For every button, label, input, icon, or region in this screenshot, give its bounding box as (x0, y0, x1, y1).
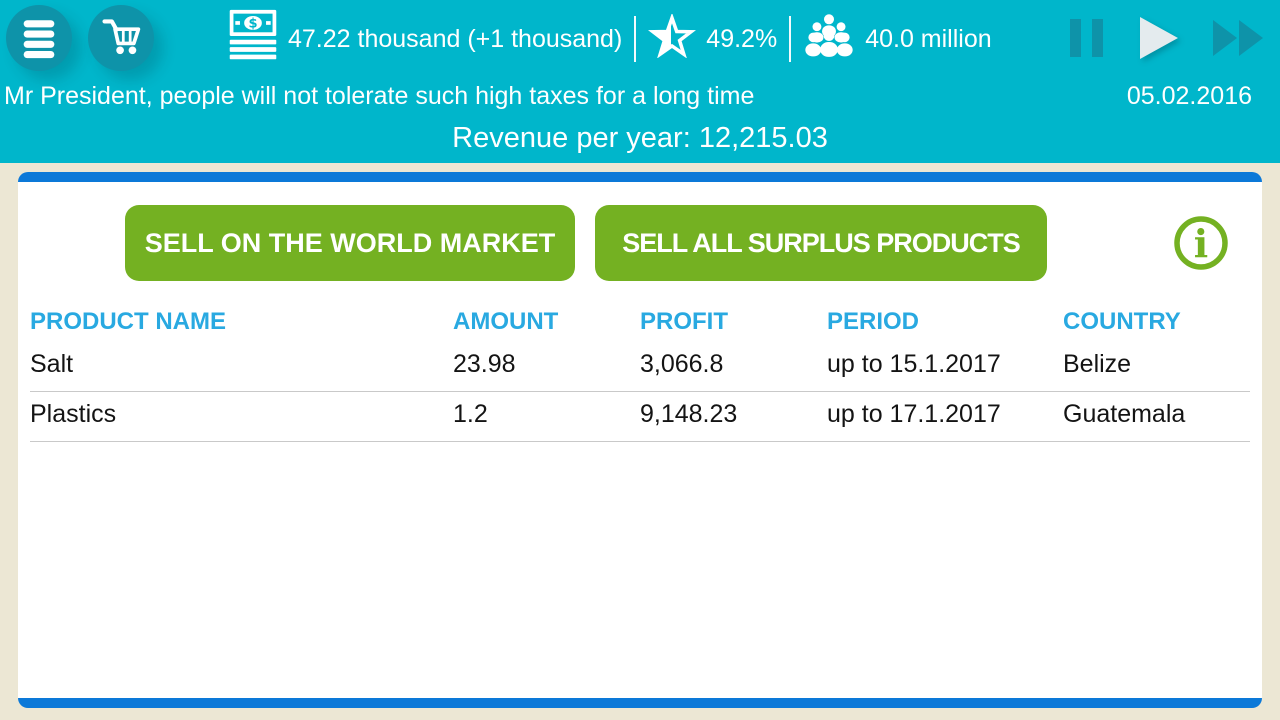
sell-all-surplus-button[interactable]: SELL ALL SURPLUS PRODUCTS (595, 205, 1047, 281)
play-icon (1136, 15, 1182, 64)
stat-divider (789, 16, 792, 62)
header-country: COUNTRY (1063, 308, 1181, 335)
cell-country: Guatemala (1063, 391, 1250, 442)
money-icon: $ (228, 9, 278, 70)
pause-button[interactable] (1068, 17, 1106, 62)
pause-icon (1068, 17, 1106, 62)
cell-profit: 9,148.23 (640, 391, 827, 442)
revenue-per-year: Revenue per year: 12,215.03 (452, 122, 828, 154)
money-value: 47.22 thousand (+1 thousand) (288, 24, 623, 53)
population-value: 40.0 million (865, 24, 992, 53)
svg-text:$: $ (248, 16, 257, 31)
header-period: PERIOD (827, 308, 920, 335)
menu-button[interactable] (6, 5, 72, 71)
fast-forward-button[interactable] (1212, 19, 1266, 60)
cell-period: up to 15.1.2017 (827, 342, 1063, 392)
table-header-row: PRODUCT NAME AMOUNT PROFIT PERIOD COUNTR… (30, 304, 1250, 342)
cell-profit: 3,066.8 (640, 342, 827, 392)
time-controls (1068, 0, 1266, 78)
advisor-message: Mr President, people will not tolerate s… (4, 82, 755, 110)
header-amount: AMOUNT (453, 308, 559, 335)
approval-value: 49.2% (706, 24, 778, 53)
population-icon (803, 12, 855, 67)
stats-strip: $ 47.22 thousand (+1 thousand) (228, 0, 992, 78)
fast-forward-icon (1212, 19, 1266, 60)
news-row: Mr President, people will not tolerate s… (4, 82, 1252, 111)
cell-amount: 23.98 (453, 342, 640, 392)
stat-divider (634, 16, 637, 62)
contract-row: Salt 23.98 3,066.8 up to 15.1.2017 Beliz… (30, 342, 1250, 392)
info-icon: i (1173, 216, 1229, 274)
cell-amount: 1.2 (453, 391, 640, 442)
cell-period: up to 17.1.2017 (827, 391, 1063, 442)
star-icon (648, 12, 697, 65)
game-date: 05.02.2016 (1126, 82, 1252, 110)
top-status-bar: $ 47.22 thousand (+1 thousand) (0, 0, 1280, 163)
hamburger-icon (16, 14, 62, 63)
approval-stat: 49.2% (648, 12, 778, 65)
cart-icon (99, 15, 143, 62)
contracts-table: PRODUCT NAME AMOUNT PROFIT PERIOD COUNTR… (30, 304, 1250, 442)
contract-row: Plastics 1.2 9,148.23 up to 17.1.2017 Gu… (30, 391, 1250, 442)
header-profit: PROFIT (640, 308, 728, 335)
svg-text:i: i (1194, 221, 1208, 266)
shop-button[interactable] (88, 5, 154, 71)
play-button[interactable] (1136, 15, 1182, 64)
sell-world-market-button[interactable]: SELL ON THE WORLD MARKET (125, 205, 575, 281)
population-stat: 40.0 million (803, 12, 992, 67)
world-market-panel: SELL ON THE WORLD MARKET SELL ALL SURPLU… (18, 172, 1262, 708)
cell-country: Belize (1063, 342, 1250, 392)
header-product-name: PRODUCT NAME (30, 308, 226, 335)
money-stat: $ 47.22 thousand (+1 thousand) (228, 9, 622, 70)
cell-product: Plastics (30, 391, 453, 442)
info-button[interactable]: i (1173, 215, 1229, 271)
cell-product: Salt (30, 342, 453, 392)
